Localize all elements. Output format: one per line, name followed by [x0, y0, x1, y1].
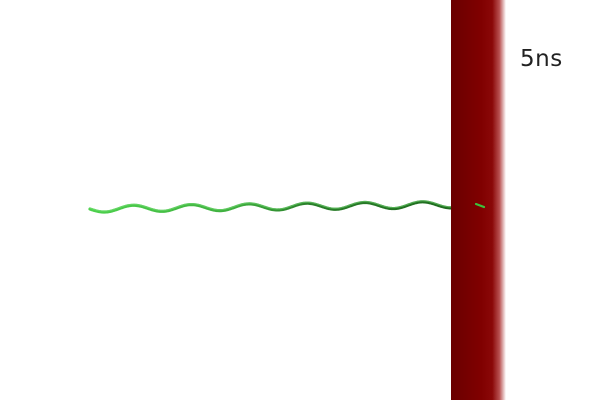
membrane-slab — [451, 0, 506, 400]
peptide-helix-tail — [474, 202, 486, 209]
peptide-helix-highlight — [89, 200, 456, 212]
time-label: 5ns — [520, 46, 563, 72]
peptide-helix — [88, 200, 457, 214]
